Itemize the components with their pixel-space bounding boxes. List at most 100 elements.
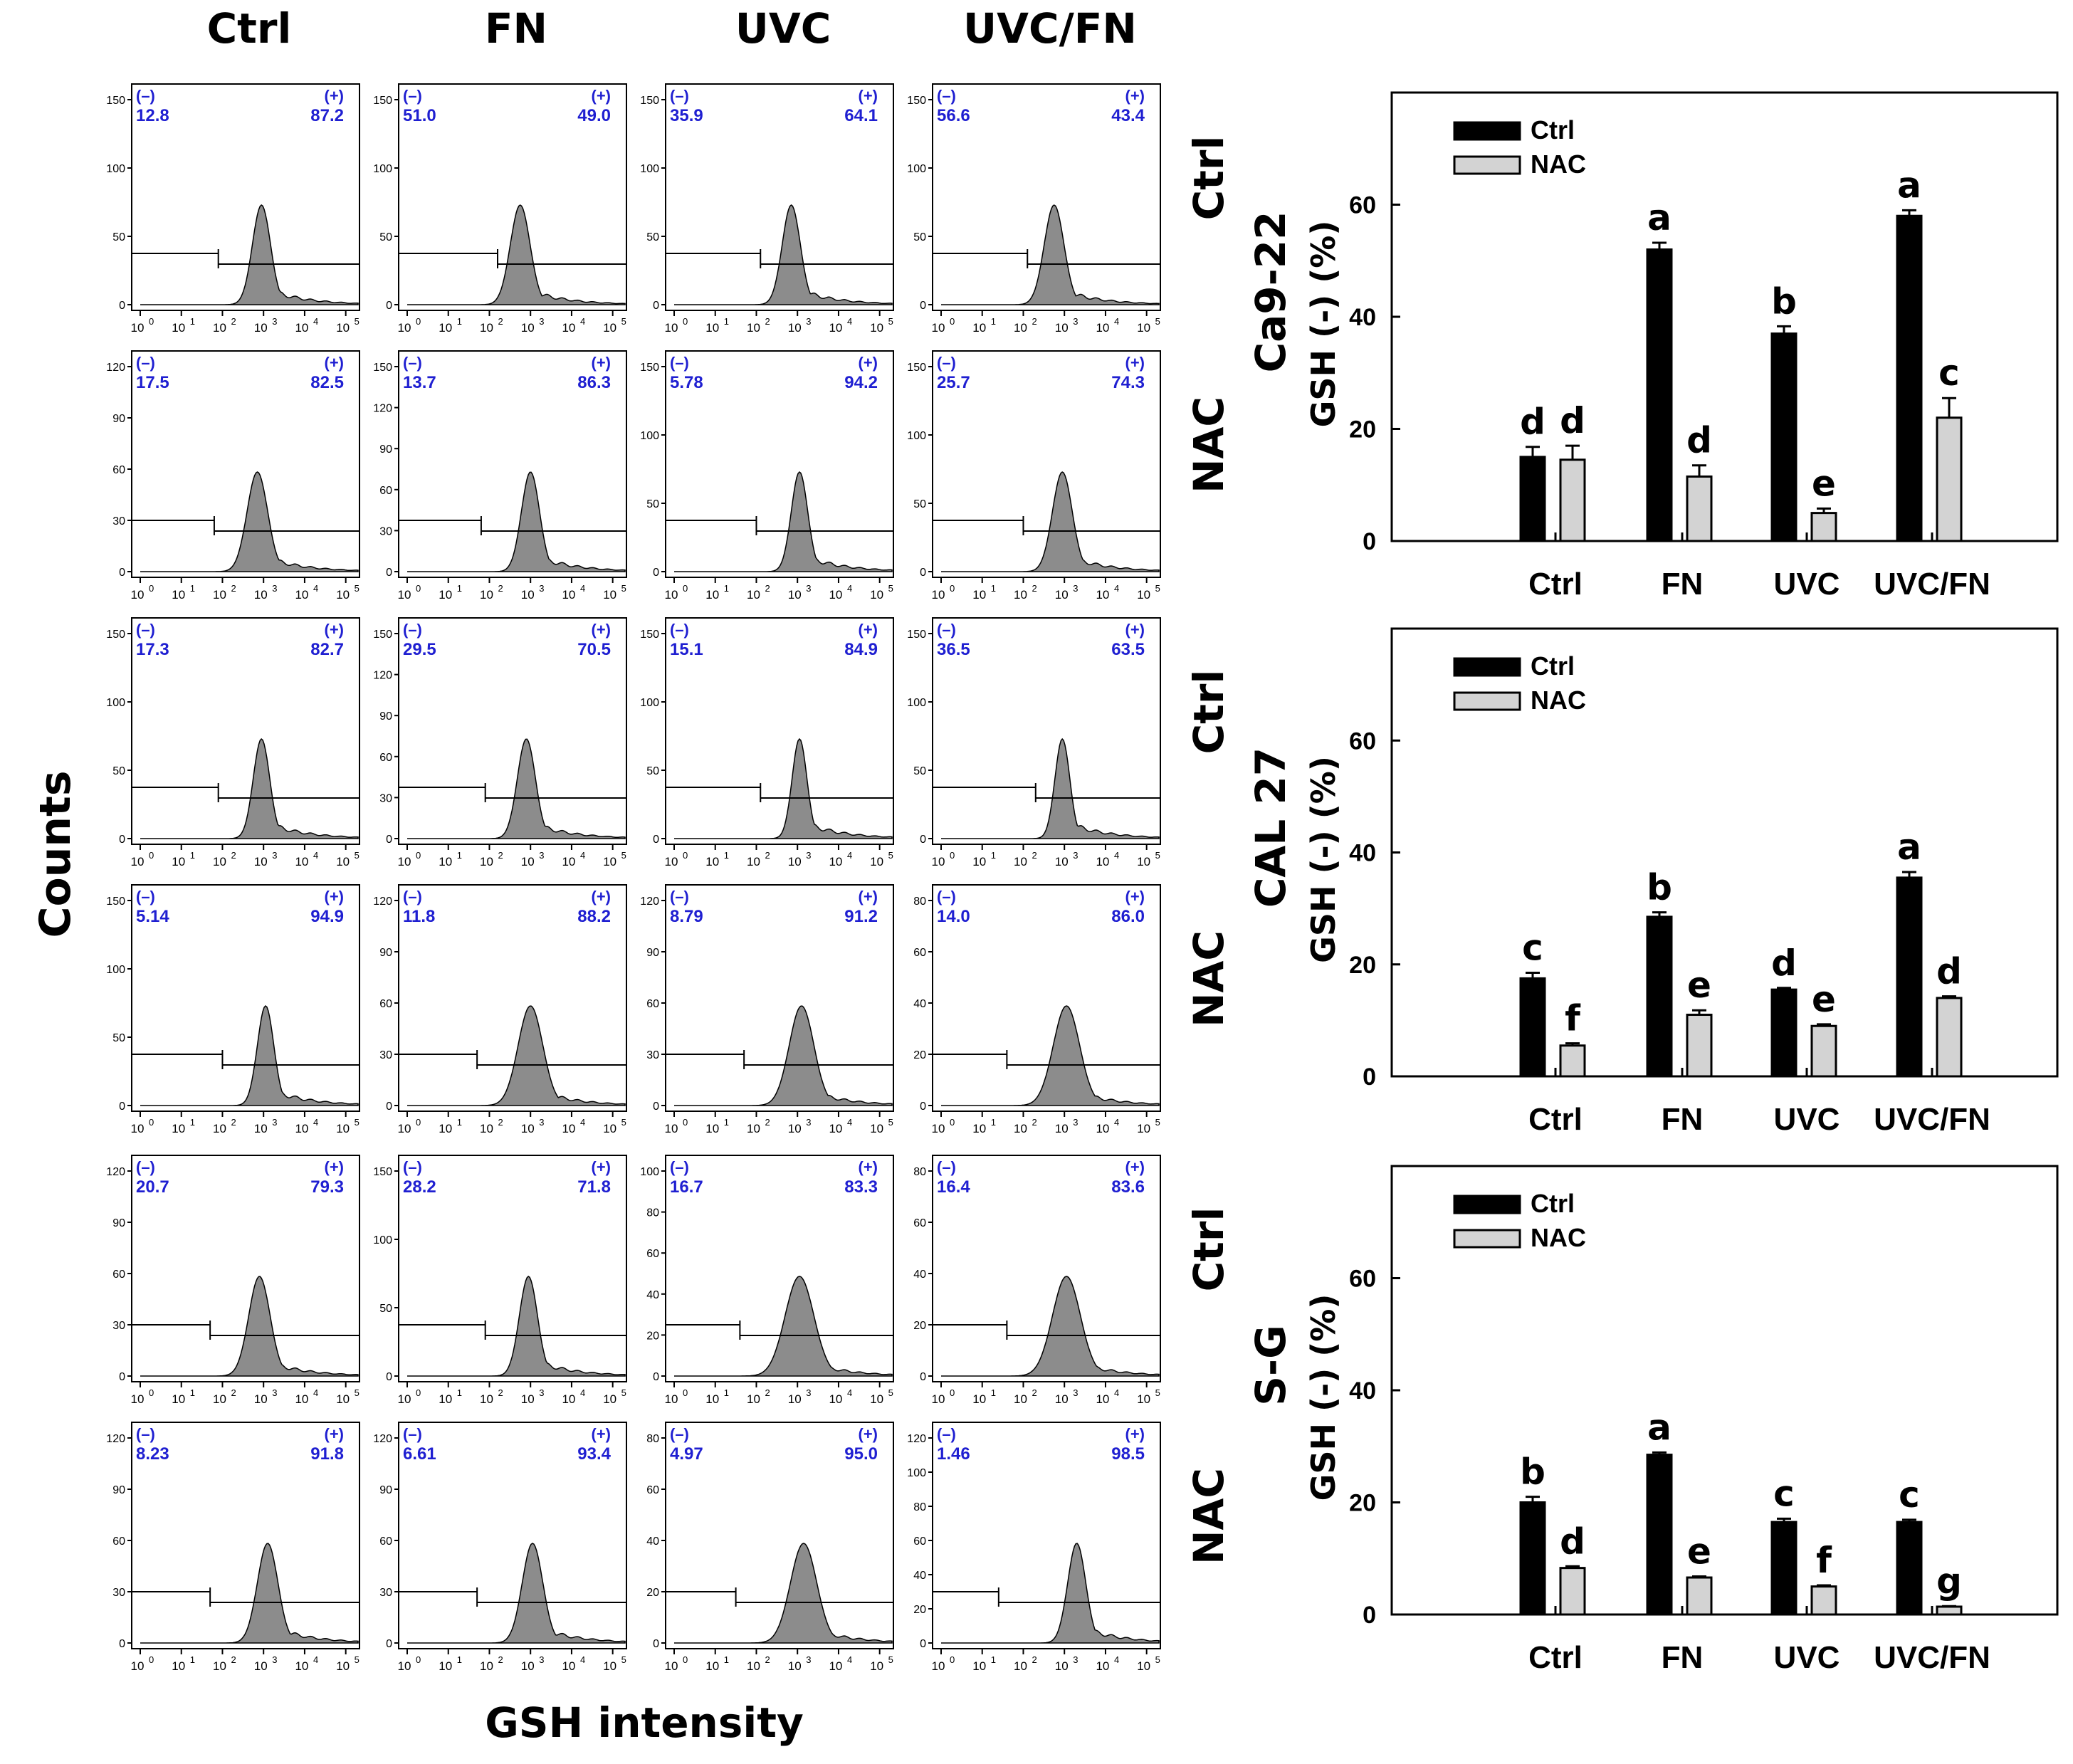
x-tick-label-exponent: 1 bbox=[457, 1654, 462, 1665]
histogram-frame bbox=[665, 83, 894, 311]
y-tick-label: 40 bbox=[913, 1570, 926, 1582]
y-tick-label: 100 bbox=[640, 697, 659, 709]
gate-positive-percent: 91.8 bbox=[310, 1444, 344, 1464]
gate-positive-label: (+) bbox=[859, 888, 878, 905]
x-tick-label-base: 10 bbox=[788, 1659, 802, 1673]
x-tick-label-base: 10 bbox=[1055, 1392, 1069, 1406]
x-category-label: UVC/FN bbox=[1874, 1102, 1990, 1137]
x-tick-label-base: 10 bbox=[870, 1659, 883, 1673]
gate-positive-percent: 94.2 bbox=[844, 373, 878, 392]
gate-negative-label: (–) bbox=[403, 1158, 422, 1176]
y-tick-label: 0 bbox=[653, 1101, 659, 1113]
x-tick-label-base: 10 bbox=[521, 1392, 535, 1406]
x-tick-label-base: 10 bbox=[1096, 1659, 1109, 1673]
x-tick-label-exponent: 5 bbox=[355, 850, 360, 861]
y-tick-label: 0 bbox=[119, 300, 125, 312]
x-tick-label-exponent: 3 bbox=[1073, 850, 1078, 861]
x-tick-label-exponent: 2 bbox=[231, 316, 236, 327]
y-tick-label: 150 bbox=[373, 362, 392, 374]
y-tick-label: 50 bbox=[379, 231, 392, 243]
x-tick-label-base: 10 bbox=[747, 1392, 760, 1406]
significance-letter: e bbox=[1687, 1531, 1711, 1572]
y-tick-label: 60 bbox=[913, 1535, 926, 1548]
gate-positive-label: (+) bbox=[592, 888, 612, 905]
gate-positive-label: (+) bbox=[592, 621, 612, 639]
x-tick-label-base: 10 bbox=[480, 1392, 493, 1406]
y-tick-label: 120 bbox=[106, 362, 125, 374]
x-tick-label-exponent: 3 bbox=[806, 316, 811, 327]
x-tick-label-exponent: 5 bbox=[621, 1654, 626, 1665]
x-tick-label-base: 10 bbox=[1055, 1659, 1069, 1673]
gate-positive-percent: 64.1 bbox=[844, 106, 878, 125]
bar-nac bbox=[1686, 1576, 1713, 1616]
y-tick-label: 60 bbox=[1349, 192, 1376, 219]
significance-letter: b bbox=[1647, 867, 1672, 908]
y-tick-label: 0 bbox=[653, 834, 659, 846]
x-tick-label-base: 10 bbox=[972, 1392, 986, 1406]
y-tick-label: 150 bbox=[907, 629, 926, 641]
legend-swatch-nac bbox=[1453, 155, 1521, 175]
gate-negative-label: (–) bbox=[136, 888, 155, 905]
gate-negative-percent: 8.23 bbox=[136, 1444, 169, 1464]
histogram-frame bbox=[932, 350, 1161, 578]
y-tick-label: 40 bbox=[913, 998, 926, 1010]
gate-negative-label: (–) bbox=[136, 1158, 155, 1176]
gate-positive-percent: 98.5 bbox=[1111, 1444, 1145, 1464]
x-tick-label-exponent: 5 bbox=[621, 850, 626, 861]
x-tick-label-base: 10 bbox=[788, 1122, 802, 1135]
y-tick-label: 20 bbox=[646, 1587, 659, 1599]
y-tick-label: 20 bbox=[913, 1049, 926, 1061]
bar-ctrl bbox=[1646, 248, 1673, 542]
x-tick-label-exponent: 4 bbox=[313, 850, 318, 861]
x-tick-label-base: 10 bbox=[829, 1122, 842, 1135]
gate-positive-label: (+) bbox=[859, 354, 878, 372]
y-axis-label-counts: Counts bbox=[31, 770, 80, 938]
y-tick-label: 60 bbox=[379, 1535, 392, 1548]
gate-positive-label: (+) bbox=[325, 87, 345, 105]
histogram-distribution bbox=[674, 471, 893, 572]
x-tick-label-base: 10 bbox=[870, 321, 883, 335]
x-tick-label-exponent: 5 bbox=[1155, 1117, 1160, 1128]
x-tick-label-base: 10 bbox=[932, 1659, 945, 1673]
x-tick-label-base: 10 bbox=[213, 1392, 226, 1406]
significance-letter: a bbox=[1897, 826, 1921, 868]
x-tick-label-exponent: 5 bbox=[621, 1387, 626, 1398]
gate-positive-label: (+) bbox=[592, 87, 612, 105]
y-tick-label: 0 bbox=[1363, 1602, 1376, 1629]
histogram-frame bbox=[932, 83, 1161, 311]
x-tick-label-base: 10 bbox=[213, 321, 226, 335]
y-tick-label: 100 bbox=[907, 1467, 926, 1479]
x-tick-label-base: 10 bbox=[1137, 1659, 1150, 1673]
significance-letter: d bbox=[1560, 1521, 1585, 1562]
y-tick-label: 120 bbox=[373, 403, 392, 415]
x-tick-label-base: 10 bbox=[172, 1122, 185, 1135]
y-tick-label: 100 bbox=[106, 964, 125, 976]
gate-negative-percent: 8.79 bbox=[670, 907, 703, 926]
x-tick-label-base: 10 bbox=[336, 1392, 350, 1406]
y-tick-label: 20 bbox=[646, 1330, 659, 1342]
x-tick-label-exponent: 3 bbox=[806, 1654, 811, 1665]
x-tick-label-base: 10 bbox=[131, 1392, 145, 1406]
x-tick-label-base: 10 bbox=[521, 321, 535, 335]
gate-positive-label: (+) bbox=[592, 354, 612, 372]
x-tick-label-exponent: 5 bbox=[355, 1117, 360, 1128]
x-tick-label-base: 10 bbox=[562, 1122, 575, 1135]
x-tick-label-exponent: 0 bbox=[149, 316, 154, 327]
x-tick-label-exponent: 0 bbox=[416, 316, 421, 327]
gate-positive-percent: 43.4 bbox=[1111, 106, 1145, 125]
x-tick-label-exponent: 3 bbox=[539, 850, 544, 861]
y-tick-label: 150 bbox=[640, 362, 659, 374]
x-tick-label-base: 10 bbox=[829, 1659, 842, 1673]
y-tick-label: 100 bbox=[907, 163, 926, 175]
gate-negative-percent: 13.7 bbox=[403, 373, 436, 392]
x-tick-label-base: 10 bbox=[172, 321, 185, 335]
gate-positive-label: (+) bbox=[592, 1425, 612, 1443]
x-tick-label-base: 10 bbox=[398, 1659, 411, 1673]
row-label-2: NAC bbox=[1185, 397, 1233, 493]
gate-negative-label: (–) bbox=[670, 87, 689, 105]
x-tick-label-exponent: 0 bbox=[416, 583, 421, 594]
